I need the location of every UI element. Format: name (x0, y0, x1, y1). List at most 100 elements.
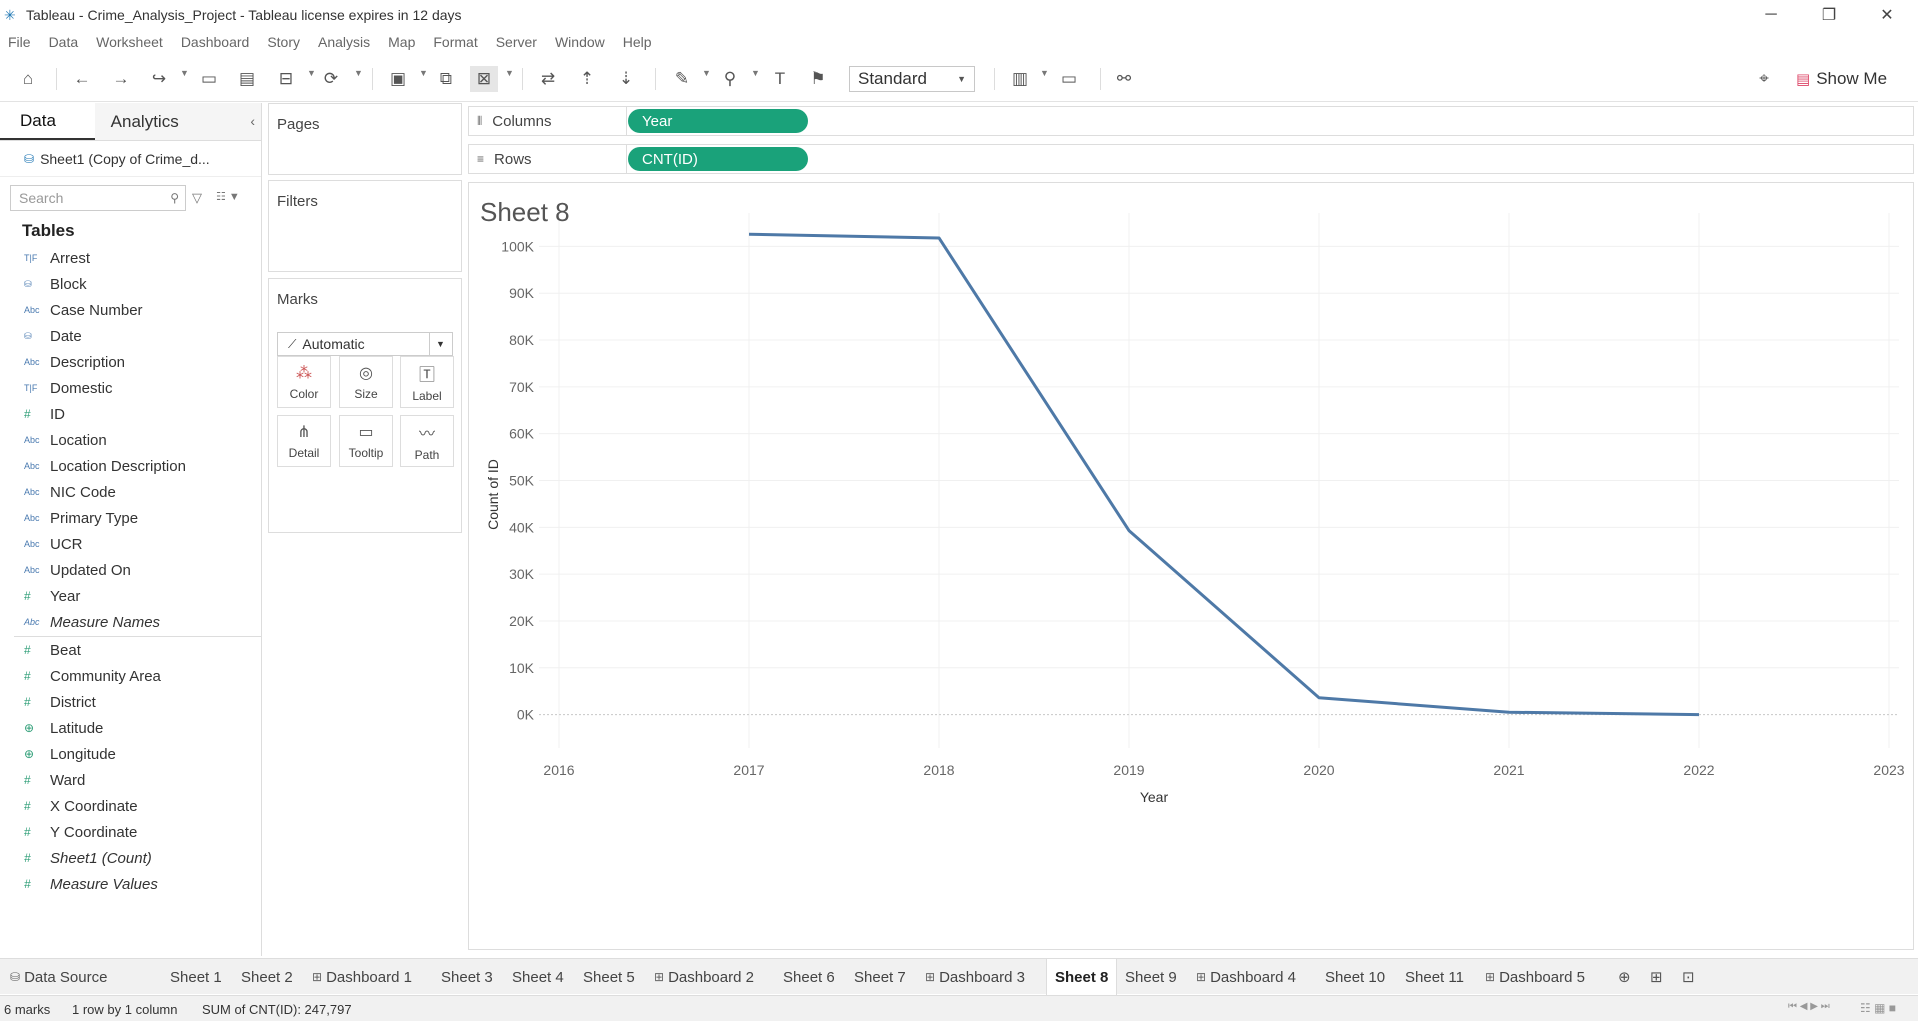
field-item[interactable]: # Measure Values (0, 871, 261, 897)
presentation-mode-icon[interactable]: ▭ (1060, 69, 1078, 88)
show-cards-icon[interactable]: ▥ (1011, 69, 1029, 88)
minimize-button[interactable]: ─ (1765, 6, 1777, 23)
field-item[interactable]: ⊕ Longitude (0, 741, 261, 767)
filters-card[interactable]: Filters (268, 180, 462, 272)
sheet-tab[interactable]: Sheet 6 (775, 959, 846, 995)
menu-file[interactable]: File (8, 34, 31, 50)
menu-analysis[interactable]: Analysis (318, 34, 371, 50)
redo-icon[interactable]: → (112, 69, 130, 88)
format-painter-icon[interactable]: ⌖ (1759, 69, 1769, 88)
menu-data[interactable]: Data (48, 34, 79, 50)
clear-sheet-icon[interactable]: ⊠ (470, 66, 498, 92)
menu-map[interactable]: Map (388, 34, 416, 50)
show-labels-icon[interactable]: T (774, 69, 786, 88)
new-dashboard-icon[interactable]: ⊞ (1650, 969, 1663, 986)
data-point[interactable] (1506, 709, 1512, 715)
sheet-tab[interactable]: ⊞ Dashboard 5 (1477, 959, 1606, 995)
field-item[interactable]: # X Coordinate (0, 793, 261, 819)
group-icon[interactable]: ⚲ (723, 69, 737, 88)
undo-icon[interactable]: ← (73, 69, 91, 88)
sheet-tab[interactable]: ⊞ Dashboard 2 (646, 959, 775, 995)
sheet-tab[interactable]: Sheet 11 (1397, 959, 1477, 995)
clear-dropdown-icon[interactable]: ▼ (505, 68, 514, 78)
sheet-tab[interactable]: Sheet 4 (504, 959, 575, 995)
sheet-tab[interactable]: Sheet 5 (575, 959, 646, 995)
replay-icon[interactable]: ↪ (151, 69, 167, 88)
replay-dropdown-icon[interactable]: ▼ (180, 68, 189, 78)
field-item[interactable]: Abc Location Description (0, 453, 261, 479)
new-worksheet-icon[interactable]: ⊕ (1618, 969, 1631, 986)
group-dropdown-icon[interactable]: ▼ (751, 68, 760, 78)
datasource-item[interactable]: ⛁ Sheet1 (Copy of Crime_d... (0, 141, 261, 177)
field-item[interactable]: Abc Location (0, 427, 261, 453)
search-input[interactable]: Search ⚲ (10, 185, 186, 211)
menu-window[interactable]: Window (554, 34, 605, 50)
field-item[interactable]: Abc Case Number (0, 297, 261, 323)
field-item[interactable]: # Beat (0, 637, 261, 663)
sheet-tab[interactable]: Sheet 7 (846, 959, 917, 995)
field-item[interactable]: T|F Domestic (0, 375, 261, 401)
share-icon[interactable]: ⚯ (1116, 69, 1132, 88)
detail-button[interactable]: ⋔ Detail (277, 415, 331, 467)
pages-card[interactable]: Pages (268, 103, 462, 175)
tab-analytics[interactable]: Analytics (94, 103, 261, 140)
sheet-tab[interactable]: Sheet 8 (1046, 959, 1117, 995)
field-item[interactable]: T|F Arrest (0, 245, 261, 271)
field-item[interactable]: Abc Updated On (0, 557, 261, 583)
new-datasource-icon[interactable]: ▤ (238, 69, 256, 88)
menu-server[interactable]: Server (495, 34, 537, 50)
new-worksheet-dropdown-icon[interactable]: ▼ (419, 68, 428, 78)
mark-type-dropdown[interactable]: ⟋ Automatic ▼ (277, 332, 453, 356)
field-item[interactable]: # Y Coordinate (0, 819, 261, 845)
swap-icon[interactable]: ⇄ (540, 69, 556, 88)
pause-dropdown-icon[interactable]: ▼ (307, 68, 316, 78)
sheet-tab[interactable]: Sheet 1 (162, 959, 233, 995)
field-item[interactable]: Abc Description (0, 349, 261, 375)
view-toggle-icon[interactable]: ☷ ▦ ■ (1860, 1001, 1897, 1015)
field-item[interactable]: # Sheet1 (Count) (0, 845, 261, 871)
field-item[interactable]: # Community Area (0, 663, 261, 689)
rows-shelf[interactable]: ≡ Rows CNT(ID) (468, 144, 1914, 174)
menu-help[interactable]: Help (622, 34, 652, 50)
columns-shelf[interactable]: ⦀ Columns Year (468, 106, 1914, 136)
data-point[interactable] (746, 231, 752, 237)
sheet-tab[interactable]: Sheet 3 (433, 959, 504, 995)
restore-button[interactable]: ❐ (1821, 7, 1837, 24)
sort-ascending-icon[interactable]: ⇡ (579, 69, 595, 88)
sheet-tab[interactable]: ⊞ Dashboard 4 (1188, 959, 1317, 995)
sheet-tab[interactable]: ⛁ Data Source (0, 959, 162, 995)
new-story-icon[interactable]: ⊡ (1682, 969, 1695, 986)
field-item[interactable]: Abc Measure Names (0, 609, 261, 635)
save-icon[interactable]: ▭ (200, 69, 218, 88)
year-pill[interactable]: Year (628, 109, 808, 133)
duplicate-icon[interactable]: ⧉ (439, 69, 453, 88)
filter-icon[interactable]: ▽ (192, 190, 202, 205)
field-item[interactable]: Abc UCR (0, 531, 261, 557)
tab-data[interactable]: Data (0, 103, 95, 140)
show-me-button[interactable]: ▤ Show Me (1796, 66, 1887, 92)
menu-format[interactable]: Format (433, 34, 478, 50)
field-item[interactable]: Abc NIC Code (0, 479, 261, 505)
fit-selector[interactable]: Standard ▼ (849, 66, 975, 92)
path-button[interactable]: 〰 Path (400, 415, 454, 467)
label-button[interactable]: 🅃 Label (400, 356, 454, 408)
field-item[interactable]: # District (0, 689, 261, 715)
data-point[interactable] (1316, 695, 1322, 701)
highlight-icon[interactable]: ✎ (674, 69, 690, 88)
home-icon[interactable]: ⌂ (22, 69, 34, 88)
sheet-nav-icon[interactable]: ⏮ ◀ ▶ ⏭ (1788, 1001, 1830, 1012)
data-point[interactable] (1126, 528, 1132, 534)
new-worksheet-icon[interactable]: ▣ (389, 69, 407, 88)
cnt-id-pill[interactable]: CNT(ID) (628, 147, 808, 171)
field-item[interactable]: ⊕ Latitude (0, 715, 261, 741)
field-item[interactable]: Abc Primary Type (0, 505, 261, 531)
pin-icon[interactable]: ⚑ (810, 69, 826, 88)
size-button[interactable]: ◎ Size (339, 356, 393, 408)
sheet-tab[interactable]: ⊞ Dashboard 1 (304, 959, 433, 995)
field-item[interactable]: ⛁ Block (0, 271, 261, 297)
sheet-tab[interactable]: Sheet 2 (233, 959, 304, 995)
view-options-icon[interactable]: ☷ ▼ (216, 191, 240, 203)
show-cards-dropdown-icon[interactable]: ▼ (1040, 68, 1049, 78)
menu-worksheet[interactable]: Worksheet (96, 34, 163, 50)
data-point[interactable] (1696, 712, 1702, 718)
